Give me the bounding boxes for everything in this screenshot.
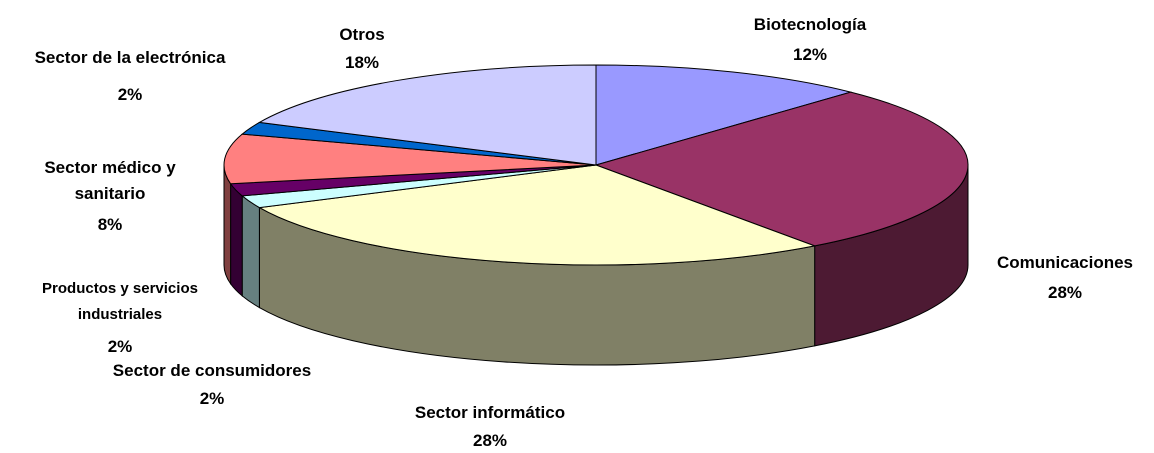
slice — [257, 64, 597, 166]
slice-label: Sector de la electrónica — [34, 48, 226, 67]
value-label: 12% — [792, 45, 828, 64]
slice-side — [230, 182, 243, 297]
slice-label: Sector de consumidores — [112, 361, 312, 380]
slice — [223, 133, 597, 185]
slice — [594, 91, 969, 247]
slice — [595, 64, 853, 166]
value-label: 28% — [1047, 283, 1083, 302]
slice-label: Biotecnología — [753, 15, 867, 34]
slice-label: Productos y servicios industriales — [42, 280, 198, 323]
slice — [257, 164, 817, 266]
slice-label: Sector informático — [414, 403, 566, 422]
value-label: 18% — [344, 53, 380, 72]
slice-label: Comunicaciones — [996, 253, 1134, 272]
slice-label: Otros — [339, 25, 385, 44]
value-label: 2% — [199, 389, 225, 408]
slice-side — [241, 194, 260, 309]
value-label: 2% — [117, 85, 143, 104]
value-label: 8% — [97, 215, 123, 234]
value-label: 2% — [107, 337, 133, 356]
slice-label: Sector médico y sanitario — [44, 158, 176, 203]
value-label: 28% — [472, 431, 508, 450]
